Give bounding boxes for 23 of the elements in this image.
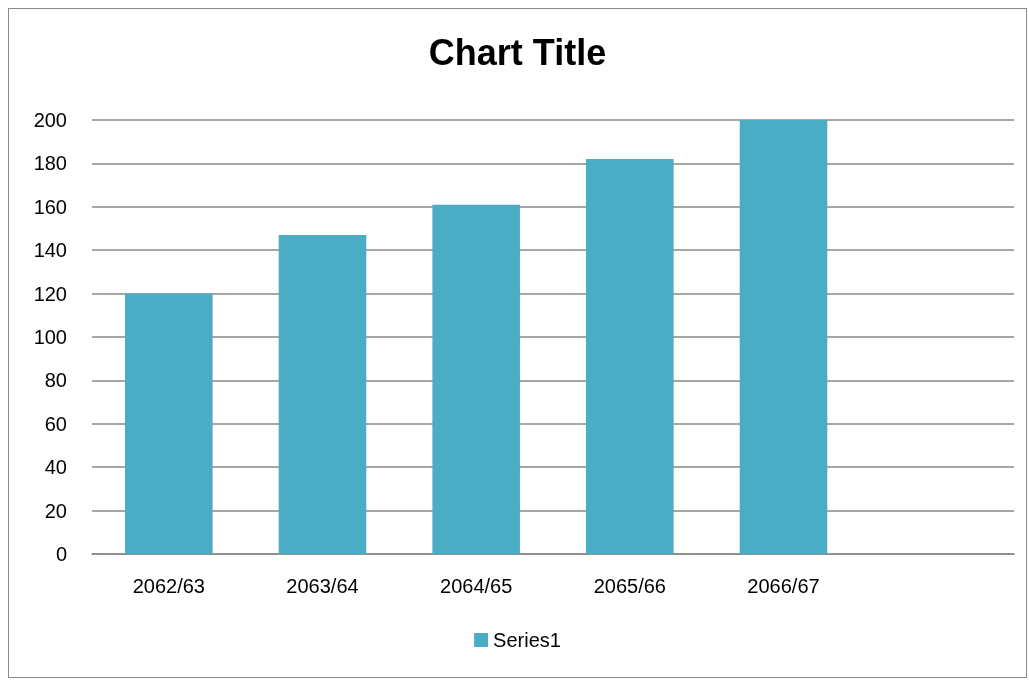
x-tick-label: 2063/64 [286,575,359,597]
y-tick-label: 100 [33,326,67,348]
y-tick-label: 0 [55,543,67,565]
y-tick-label: 20 [44,499,67,522]
bar [278,235,367,554]
y-tick-label: 180 [33,152,67,175]
y-tick-label: 60 [44,412,67,435]
y-tick-label: 140 [33,239,67,262]
x-tick-label: 2062/63 [132,575,205,597]
x-tick-label: 2065/66 [593,575,666,597]
x-tick-label: 2064/65 [440,575,513,597]
bar [432,204,520,554]
chart-title: Chart Title [428,31,607,73]
y-tick-label: 120 [33,282,67,305]
bar [739,120,828,554]
y-tick-label: 40 [44,456,67,479]
bar [586,159,674,554]
y-tick-label: 160 [33,195,67,218]
y-tick-label: 200 [33,109,67,131]
legend-label: Series1 [493,629,561,651]
y-tick-label: 80 [44,369,67,392]
x-tick-label: 2066/67 [747,575,820,597]
bar [125,293,213,554]
